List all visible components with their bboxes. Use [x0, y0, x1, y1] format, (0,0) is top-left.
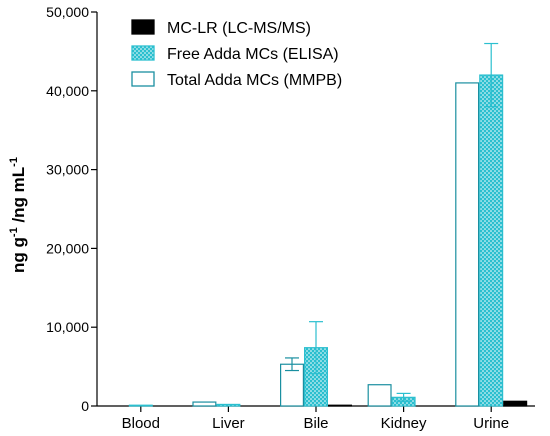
y-tick-label: 10,000	[46, 319, 89, 335]
x-tick-label: Blood	[122, 415, 160, 432]
bar-dotted-urine	[479, 74, 504, 407]
y-axis-label-sup1: -1	[8, 227, 20, 237]
y-tick-label: 0	[81, 398, 89, 414]
bar-dotted-liver	[216, 403, 241, 407]
y-tick-label: 20,000	[46, 240, 89, 256]
legend-swatch-open	[131, 71, 155, 87]
x-tick-label: Kidney	[381, 415, 427, 432]
x-tick-label: Urine	[473, 415, 509, 432]
y-axis-label: ng g-1 /ng mL-1	[8, 157, 28, 273]
bar-open-kidney	[367, 384, 392, 407]
bar-solid-urine	[503, 400, 528, 407]
legend-label: MC-LR (LC-MS/MS)	[167, 20, 311, 37]
y-axis-label-part1: ng g	[9, 237, 28, 273]
legend: MC-LR (LC-MS/MS) Free Adda MCs (ELISA) Tot…	[131, 19, 342, 89]
legend-swatch-dotted	[131, 45, 155, 61]
bar-solid-bile	[328, 404, 353, 407]
y-tick-label: 40,000	[46, 83, 89, 99]
bar-open-liver	[192, 401, 217, 407]
bar-dotted-blood	[128, 404, 153, 407]
bars	[128, 42, 528, 407]
y-axis-label-part2: /ng mL	[9, 167, 28, 227]
legend-swatch-solid	[131, 19, 155, 35]
y-axis: 0 10,000 20,000 30,000 40,000 50,000	[46, 4, 98, 414]
x-tick-label: Bile	[303, 415, 328, 432]
x-tick-label: Liver	[212, 415, 245, 432]
legend-label: Free Adda MCs (ELISA)	[167, 46, 339, 63]
x-axis: Blood Liver Bile Kidney Urine	[97, 405, 535, 432]
y-tick-label: 30,000	[46, 162, 89, 178]
y-axis-label-sup2: -1	[8, 157, 20, 167]
legend-label: Total Adda MCs (MMPB)	[167, 72, 342, 89]
bar-open-urine	[455, 82, 480, 407]
y-tick-label: 50,000	[46, 4, 89, 20]
